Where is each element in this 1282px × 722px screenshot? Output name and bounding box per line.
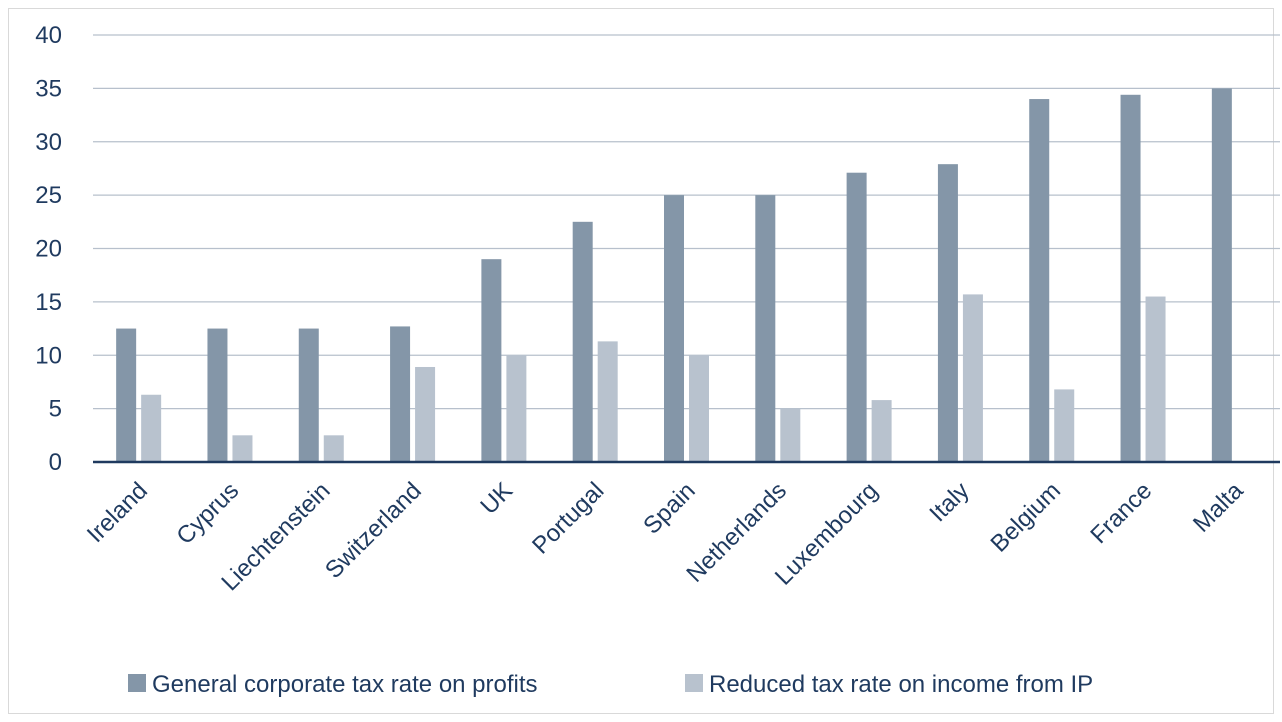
legend-swatch [685, 674, 703, 692]
bar-reduced-uk [506, 355, 527, 462]
bar-general-switzerland [390, 326, 411, 462]
bar-general-luxembourg [846, 172, 867, 462]
y-tick-label: 20 [35, 236, 62, 263]
legend: General corporate tax rate on profits Red… [128, 671, 1093, 698]
bar-general-netherlands [755, 195, 776, 462]
bar-reduced-belgium [1054, 389, 1075, 462]
legend-swatch [128, 674, 146, 692]
x-tick-label: UK [475, 477, 518, 520]
bar-reduced-luxembourg [871, 400, 892, 462]
bar-reduced-italy [962, 294, 983, 462]
y-tick-label: 35 [35, 75, 62, 102]
bar-general-portugal [572, 221, 593, 462]
x-tick-label: Cyprus [171, 477, 244, 550]
y-axis-ticks: 0 5 10 15 20 25 30 35 40 [35, 22, 62, 476]
bar-reduced-netherlands [780, 408, 801, 462]
y-tick-label: 10 [35, 342, 62, 369]
bar-general-spain [664, 195, 684, 462]
x-tick-label: Italy [924, 477, 974, 527]
bar-reduced-spain [689, 355, 709, 462]
x-tick-label: Malta [1188, 477, 1249, 538]
x-tick-label: Belgium [986, 477, 1066, 557]
bar-reduced-cyprus [232, 435, 253, 462]
x-tick-label: Ireland [82, 477, 153, 548]
y-tick-label: 15 [35, 289, 62, 316]
bar-general-ireland [116, 328, 137, 462]
y-tick-label: 5 [49, 396, 62, 423]
bar-reduced-portugal [597, 341, 618, 462]
bars [116, 88, 1232, 463]
y-tick-label: 40 [35, 22, 62, 49]
x-tick-label: Spain [638, 477, 701, 540]
y-tick-label: 30 [35, 129, 62, 156]
bar-general-belgium [1029, 99, 1050, 463]
legend-label: Reduced tax rate on income from IP [709, 671, 1093, 698]
bar-reduced-ireland [141, 394, 162, 462]
y-tick-label: 0 [49, 449, 62, 476]
bar-general-uk [481, 259, 502, 462]
x-tick-label: Portugal [527, 477, 609, 559]
x-tick-label: France [1085, 477, 1157, 549]
bar-general-france [1120, 94, 1141, 462]
legend-label: General corporate tax rate on profits [152, 671, 538, 698]
bar-general-malta [1211, 88, 1232, 462]
bar-reduced-switzerland [415, 366, 436, 462]
y-tick-label: 25 [35, 182, 62, 209]
bar-general-liechtenstein [298, 328, 319, 462]
x-tick-label: Switzerland [320, 477, 427, 584]
bar-general-italy [937, 164, 958, 463]
bar-reduced-france [1145, 296, 1166, 462]
gridlines [93, 34, 1280, 410]
bar-reduced-liechtenstein [323, 435, 344, 462]
bar-general-cyprus [207, 328, 228, 462]
